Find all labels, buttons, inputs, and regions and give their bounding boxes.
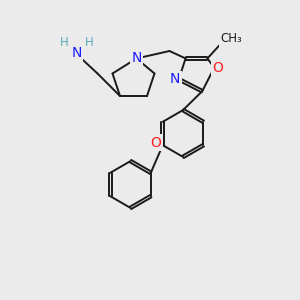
Text: N: N xyxy=(170,72,180,86)
Text: N: N xyxy=(71,46,82,60)
Text: N: N xyxy=(131,52,142,65)
Text: CH₃: CH₃ xyxy=(220,32,242,46)
Text: O: O xyxy=(212,61,223,75)
Text: H: H xyxy=(59,35,68,49)
Text: O: O xyxy=(151,136,162,150)
Text: H: H xyxy=(85,35,94,49)
